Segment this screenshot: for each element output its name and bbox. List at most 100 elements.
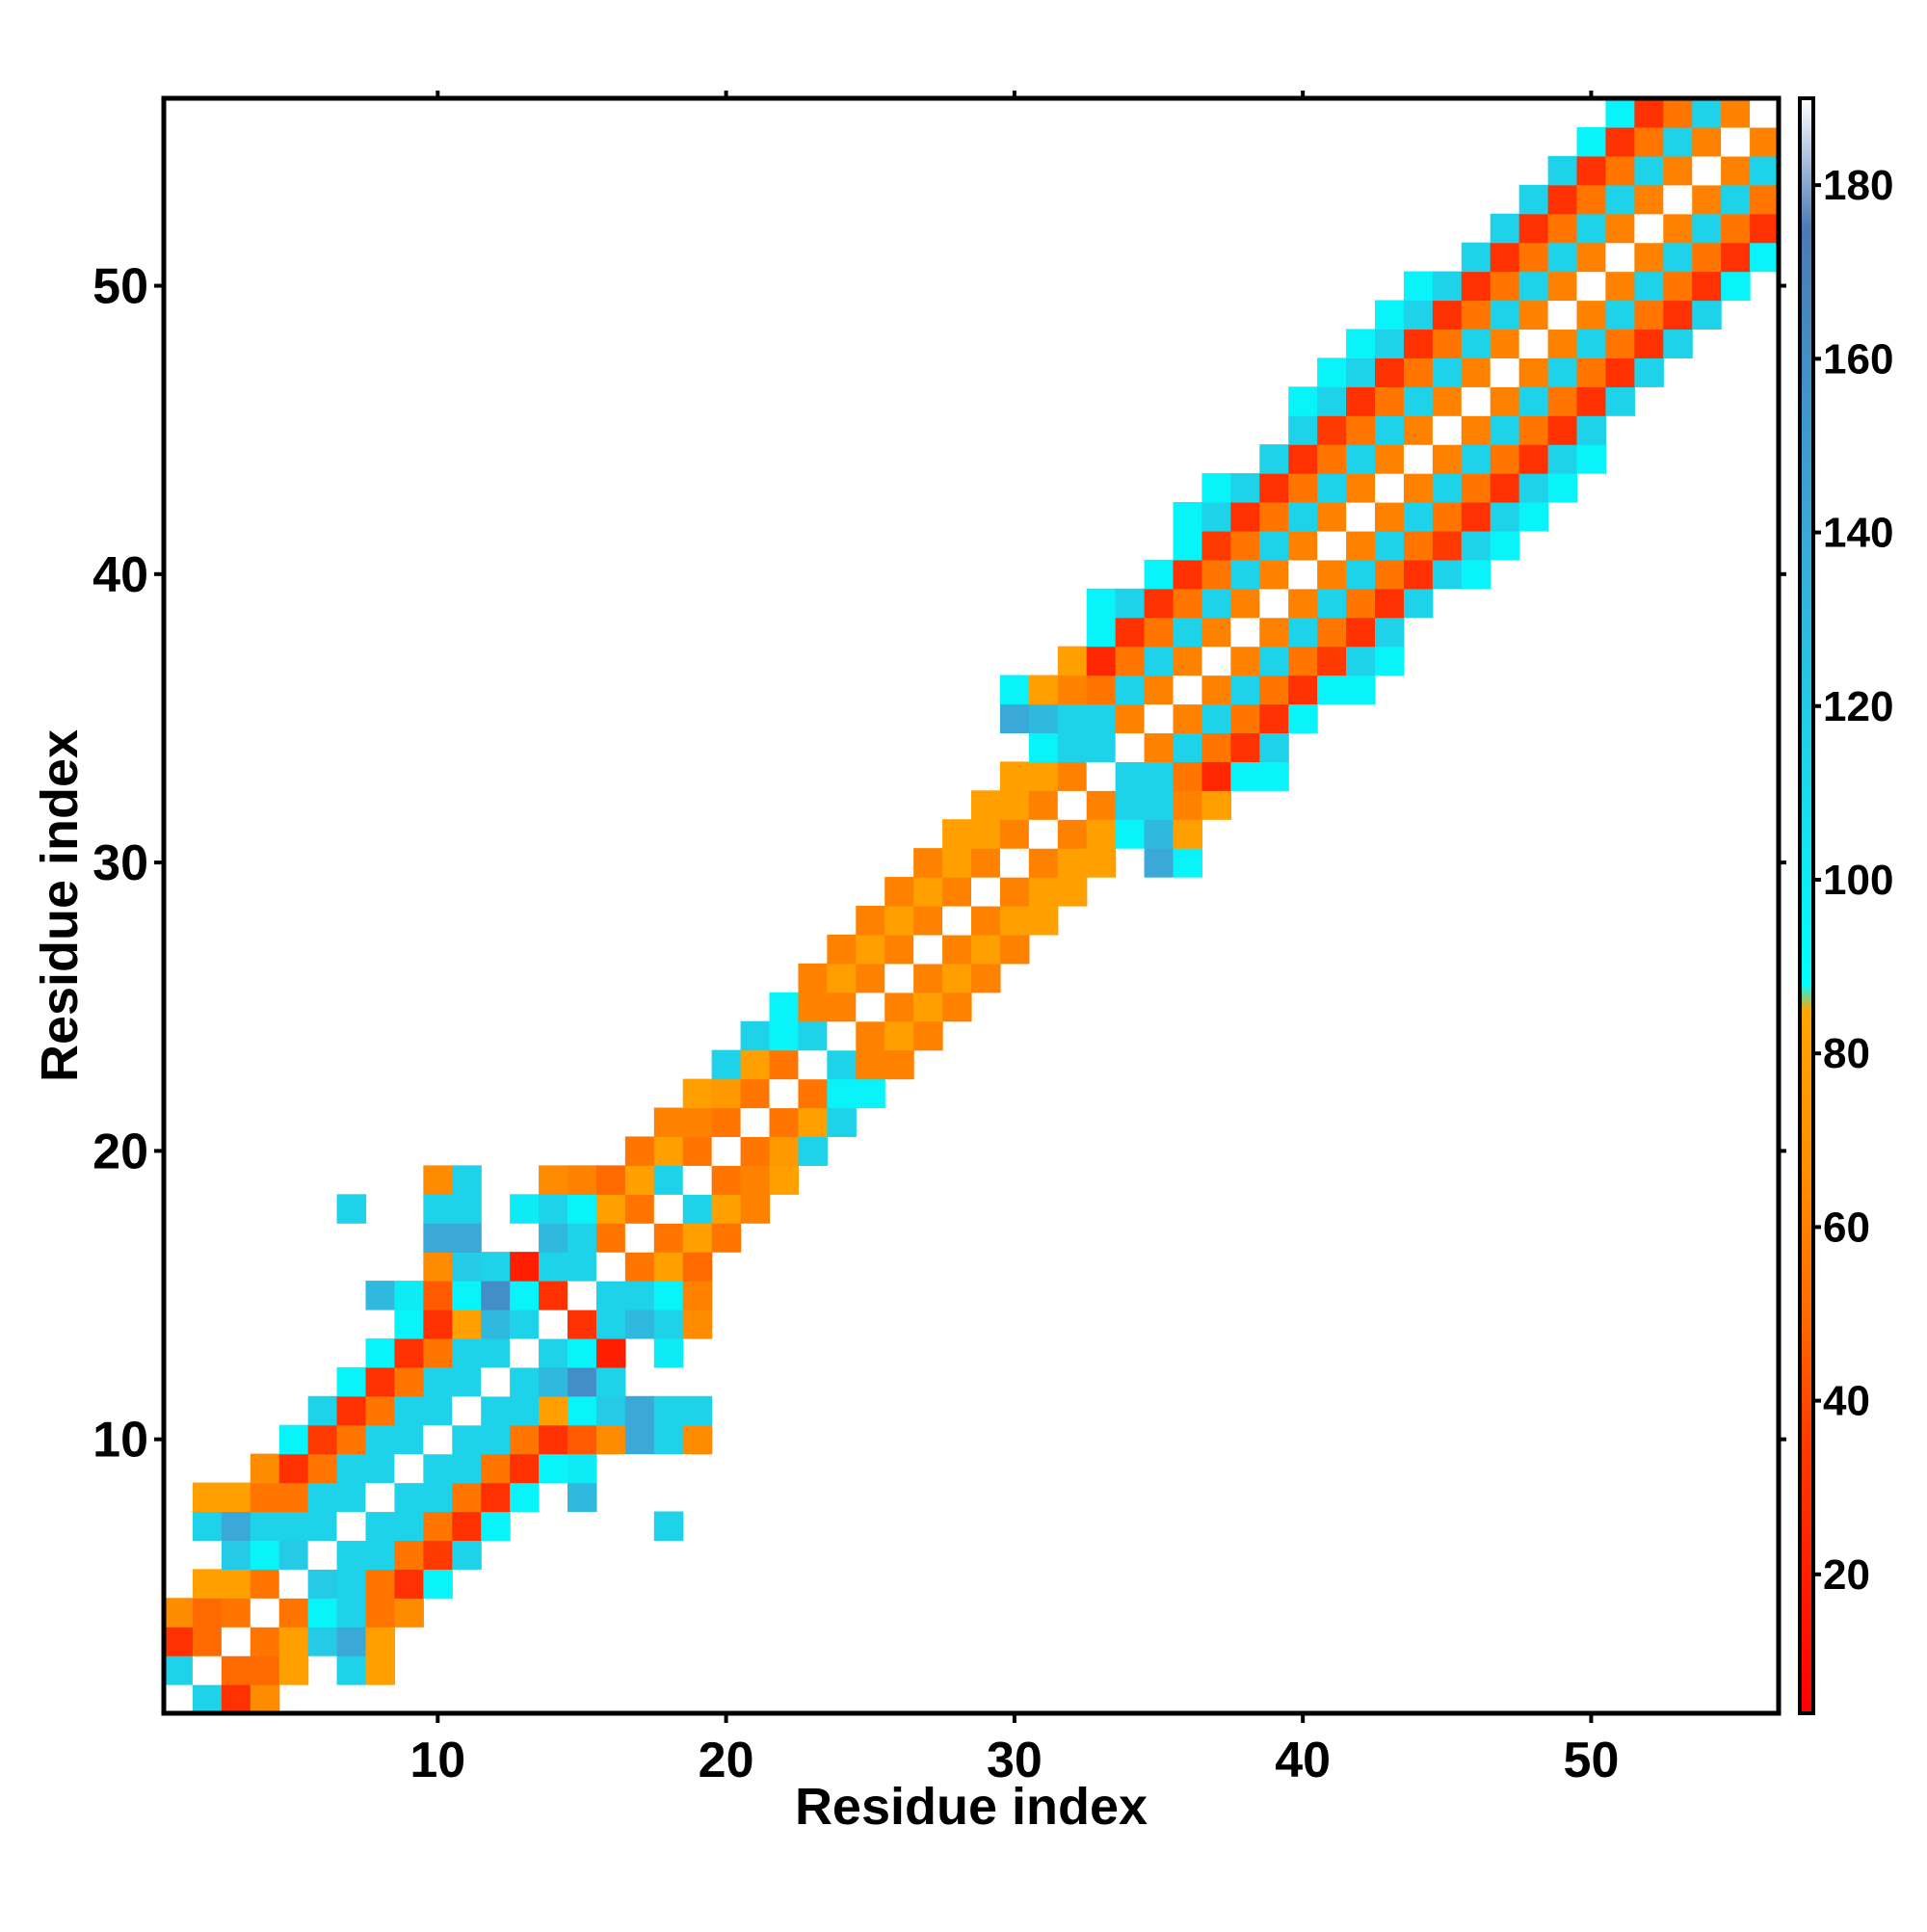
heatmap-cell bbox=[452, 1165, 482, 1195]
heatmap-cell bbox=[653, 1136, 684, 1166]
heatmap-cell bbox=[1518, 300, 1549, 331]
heatmap-cell bbox=[1201, 530, 1231, 561]
colorbar-tick-label: 120 bbox=[1823, 683, 1893, 730]
heatmap-cell bbox=[307, 1395, 338, 1426]
heatmap-cell bbox=[999, 819, 1030, 849]
heatmap-cell bbox=[1547, 415, 1578, 445]
heatmap-cell bbox=[1028, 732, 1059, 762]
heatmap-cell bbox=[1173, 559, 1203, 590]
heatmap-cell bbox=[510, 1281, 540, 1310]
axis-ticks: 10 20 30 40 50 10 20 30 40 50 bbox=[92, 91, 1786, 1788]
heatmap-cell bbox=[1201, 732, 1231, 762]
x-axis-label: Residue index bbox=[795, 1778, 1148, 1836]
heatmap-cell bbox=[1461, 444, 1491, 474]
heatmap-cell bbox=[999, 848, 1030, 878]
heatmap-cell bbox=[595, 1194, 626, 1224]
heatmap-cell bbox=[1576, 329, 1607, 358]
heatmap-cell bbox=[250, 1684, 280, 1714]
heatmap-cell bbox=[740, 1194, 771, 1224]
heatmap-cell bbox=[568, 1281, 597, 1310]
heatmap-cell bbox=[336, 1540, 367, 1570]
heatmap-cell bbox=[423, 1281, 453, 1310]
heatmap-cell bbox=[856, 1049, 885, 1080]
heatmap-cell bbox=[1576, 242, 1607, 273]
heatmap-cell bbox=[1576, 184, 1607, 215]
heatmap-cell bbox=[1721, 242, 1751, 273]
heatmap-cell bbox=[250, 1511, 280, 1542]
heatmap-cell bbox=[481, 1252, 511, 1282]
heatmap-cell bbox=[481, 1482, 511, 1513]
heatmap-cell bbox=[568, 1424, 597, 1455]
heatmap-cell bbox=[1144, 819, 1175, 849]
heatmap-cell bbox=[307, 1627, 338, 1656]
heatmap-cell bbox=[1028, 761, 1059, 791]
heatmap-cell bbox=[1288, 646, 1318, 676]
heatmap-cell bbox=[1346, 473, 1376, 503]
heatmap-cell bbox=[1057, 646, 1088, 676]
heatmap-cell bbox=[595, 1223, 626, 1253]
heatmap-cell bbox=[510, 1424, 540, 1455]
heatmap-cell bbox=[1173, 761, 1203, 791]
heatmap-cell bbox=[423, 1482, 453, 1513]
colorbar-ticks: 20 40 60 80 100 120 140 160 180 bbox=[1813, 162, 1893, 1599]
heatmap-cell bbox=[394, 1281, 424, 1310]
heatmap-cell bbox=[1317, 559, 1347, 590]
heatmap-cell bbox=[1576, 386, 1607, 416]
heatmap-cell bbox=[1173, 819, 1203, 849]
heatmap-cell bbox=[653, 1424, 684, 1455]
heatmap-cell bbox=[1547, 386, 1578, 416]
heatmap-cell bbox=[1692, 126, 1722, 157]
heatmap-cell bbox=[1432, 502, 1463, 532]
heatmap-cell bbox=[307, 1569, 338, 1599]
heatmap-cell bbox=[1518, 213, 1549, 244]
heatmap-cell bbox=[1750, 98, 1780, 128]
heatmap-cell bbox=[856, 1078, 885, 1109]
heatmap-cell bbox=[1375, 646, 1405, 676]
heatmap-cell bbox=[1634, 242, 1664, 273]
heatmap-cell bbox=[1346, 444, 1376, 474]
heatmap-cell bbox=[1086, 790, 1117, 820]
heatmap-cell bbox=[595, 1165, 626, 1195]
heatmap-cell bbox=[278, 1569, 309, 1599]
heatmap-cell bbox=[1605, 386, 1635, 416]
heatmap-cell bbox=[1144, 790, 1175, 820]
heatmap-cell bbox=[624, 1252, 655, 1282]
heatmap-cell bbox=[365, 1598, 396, 1628]
colorbar-tick-label: 20 bbox=[1823, 1551, 1870, 1599]
heatmap-cell bbox=[1692, 184, 1722, 215]
heatmap-cell bbox=[1576, 357, 1607, 387]
heatmap-cell bbox=[452, 1395, 482, 1426]
heatmap-cell bbox=[336, 1598, 367, 1628]
heatmap-cell bbox=[365, 1337, 396, 1368]
heatmap-cell bbox=[510, 1453, 540, 1484]
heatmap-cell bbox=[769, 1136, 800, 1166]
x-tick-label: 10 bbox=[409, 1733, 465, 1788]
heatmap-cell bbox=[336, 1482, 367, 1513]
heatmap-cell bbox=[1201, 588, 1231, 619]
heatmap-cell bbox=[1144, 588, 1175, 619]
heatmap-cell bbox=[1317, 530, 1347, 561]
y-tick-label: 20 bbox=[92, 1124, 148, 1179]
heatmap-cell bbox=[1288, 675, 1318, 705]
heatmap-cell bbox=[510, 1194, 540, 1224]
heatmap-cell bbox=[221, 1482, 251, 1513]
heatmap-cell bbox=[682, 1223, 713, 1253]
heatmap-cell bbox=[1375, 473, 1405, 503]
heatmap-cell bbox=[452, 1482, 482, 1513]
heatmap-cell bbox=[1259, 703, 1289, 734]
heatmap-cell bbox=[1490, 213, 1520, 244]
heatmap-cell bbox=[653, 1337, 684, 1368]
heatmap-cell bbox=[1490, 502, 1520, 532]
heatmap-cell bbox=[827, 1049, 857, 1080]
heatmap-cell bbox=[481, 1337, 511, 1368]
heatmap-cell bbox=[394, 1511, 424, 1542]
heatmap-cell bbox=[1490, 386, 1520, 416]
heatmap-cell bbox=[481, 1395, 511, 1426]
heatmap-cell bbox=[452, 1337, 482, 1368]
heatmap-cell bbox=[1547, 444, 1578, 474]
heatmap-cell bbox=[913, 1020, 943, 1051]
heatmap-cell bbox=[1201, 790, 1231, 820]
heatmap-cell bbox=[192, 1627, 223, 1656]
heatmap-cell bbox=[1230, 588, 1260, 619]
